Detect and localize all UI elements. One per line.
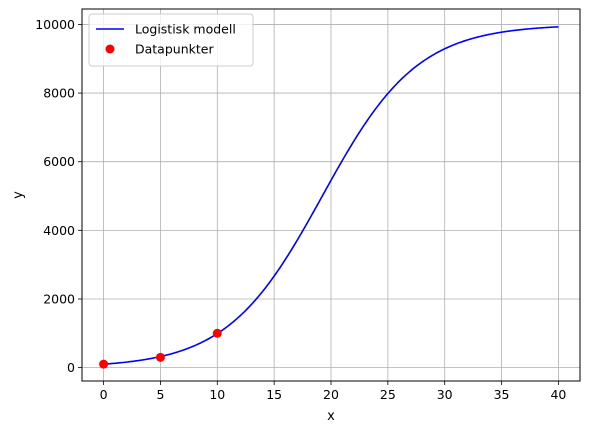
y-axis-label: y: [11, 191, 26, 199]
y-tick-label: 2000: [43, 291, 75, 306]
grid: [82, 9, 580, 381]
x-tick-label: 40: [550, 387, 566, 402]
legend-label-data-points: Datapunkter: [135, 42, 214, 57]
x-tick-label: 20: [323, 387, 339, 402]
x-tick-label: 15: [266, 387, 282, 402]
x-tick-label: 5: [156, 387, 164, 402]
data-point: [99, 359, 109, 369]
series-line-logistic-model: [103, 26, 559, 365]
x-tick-label: 30: [437, 387, 453, 402]
legend-box: [88, 13, 254, 67]
x-tick-label: 35: [494, 387, 510, 402]
x-tick-label: 25: [380, 387, 396, 402]
x-axis-label: x: [327, 409, 335, 424]
y-tick-label: 6000: [43, 154, 75, 169]
x-tick-label: 10: [209, 387, 225, 402]
y-tick-label: 8000: [43, 86, 75, 101]
y-tick-label: 0: [67, 360, 75, 375]
data-point: [155, 352, 165, 362]
legend-label-logistic-model: Logistisk modell: [135, 22, 236, 37]
plot-area: [99, 26, 559, 369]
legend: Logistisk modell Datapunkter: [88, 13, 254, 67]
y-tick-label: 10000: [35, 17, 75, 32]
x-tick-label: 0: [100, 387, 108, 402]
data-point: [212, 328, 222, 338]
axis-ticks: 0 5 10 15 20 25 30 35 40 0 2000 4000 6000 8000 10000: [35, 17, 566, 402]
y-tick-label: 4000: [43, 223, 75, 238]
legend-scatter-swatch: [105, 44, 115, 54]
